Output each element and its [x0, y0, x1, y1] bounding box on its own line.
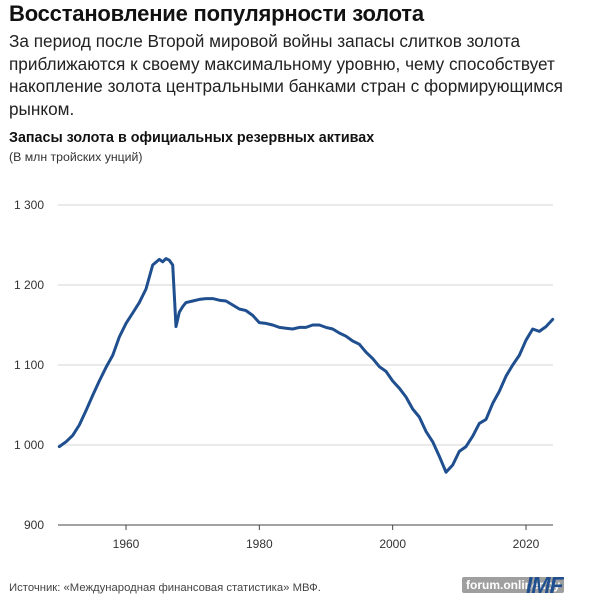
gold-reserves-line [57, 257, 555, 474]
x-tick-label: 1960 [113, 537, 140, 551]
source-note: Источник: «Международная финансовая стат… [9, 582, 321, 594]
imf-logo: IMF [526, 572, 564, 598]
chart-units-label: (В млн тройских унций) [9, 150, 143, 164]
y-tick-label: 1 000 [14, 438, 44, 452]
y-tick-label: 1 200 [14, 278, 44, 292]
y-tick-label: 1 300 [14, 198, 44, 212]
grid-lines [58, 204, 553, 446]
x-tick-label: 2000 [379, 537, 406, 551]
page-subtitle: За период после Второй мировой войны зап… [9, 31, 563, 119]
x-tick-label: 2020 [513, 537, 540, 551]
chart-title: Запасы золота в официальных резервных ак… [9, 130, 375, 146]
axis-labels: 900 1 000 1 100 1 200 1 300 1960 1980 2000 2020 [14, 198, 553, 551]
y-tick-label: 900 [24, 518, 44, 532]
x-tick-label: 1980 [246, 537, 273, 551]
y-tick-label: 1 100 [14, 358, 44, 372]
watermark-text: forum.onliner.by [462, 577, 565, 593]
page-title: Восстановление популярности золота [9, 1, 424, 26]
series-layer [57, 257, 555, 474]
